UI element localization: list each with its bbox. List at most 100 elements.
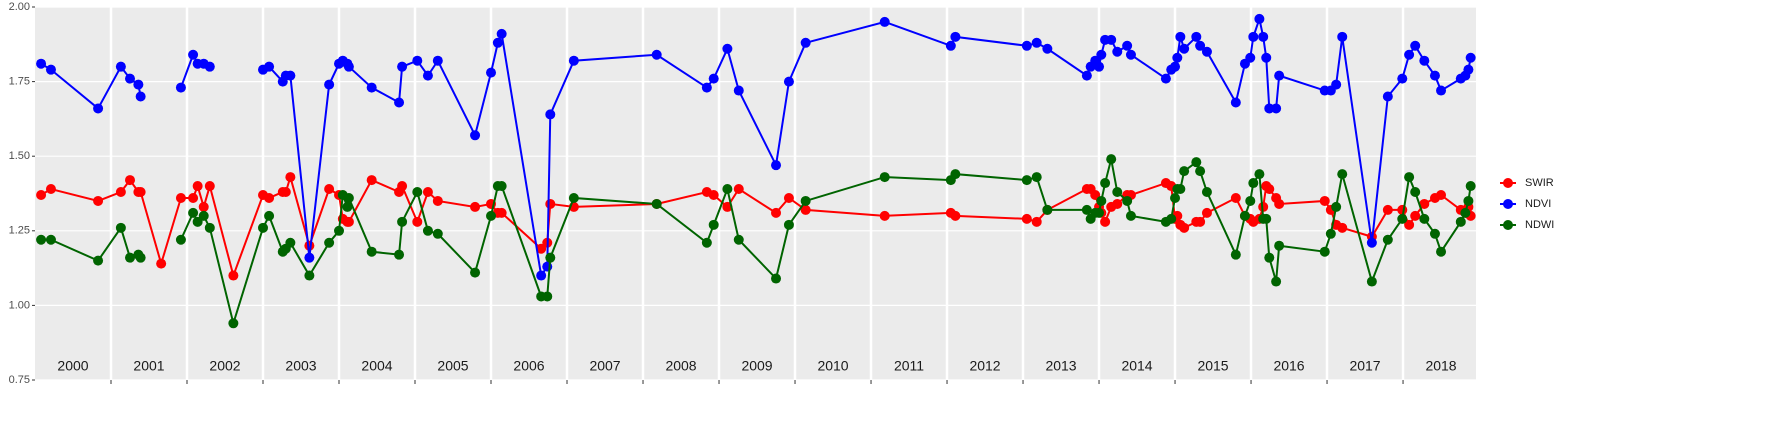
point [1248, 31, 1259, 42]
point [492, 37, 503, 48]
legend-marker [1503, 199, 1513, 209]
legend-label: NDVI [1525, 198, 1551, 210]
point [432, 228, 443, 239]
point [397, 181, 408, 192]
point [879, 16, 890, 27]
y-tick-label: 1.75 [9, 76, 30, 88]
point [1465, 52, 1476, 63]
point [1042, 204, 1053, 215]
point [264, 192, 275, 203]
point [1258, 31, 1269, 42]
year-label: 2012 [969, 358, 1000, 374]
point [1106, 154, 1117, 165]
point [1397, 73, 1408, 84]
point [708, 73, 719, 84]
point [1410, 40, 1421, 51]
point [343, 216, 354, 227]
point [1455, 216, 1466, 227]
year-label: 2006 [513, 358, 544, 374]
point [285, 172, 296, 183]
point [1122, 40, 1133, 51]
point [1031, 216, 1042, 227]
point [343, 61, 354, 72]
point [422, 70, 433, 81]
point [204, 181, 215, 192]
point [1429, 70, 1440, 81]
point [394, 249, 405, 260]
point [879, 210, 890, 221]
point [1264, 252, 1275, 263]
point [343, 192, 354, 203]
point [1463, 64, 1474, 75]
point [204, 222, 215, 233]
point [93, 195, 104, 206]
point [1366, 237, 1377, 248]
point [1230, 97, 1241, 108]
point [45, 184, 56, 195]
point [1100, 178, 1111, 189]
point [1382, 91, 1393, 102]
point [470, 267, 481, 278]
point [1021, 213, 1032, 224]
point [45, 64, 56, 75]
legend-marker [1503, 178, 1513, 188]
point [1179, 43, 1190, 54]
point [879, 172, 890, 183]
point [783, 192, 794, 203]
point [366, 82, 377, 93]
point [285, 237, 296, 248]
point [228, 270, 239, 281]
point [568, 55, 579, 66]
point [228, 318, 239, 329]
point [36, 234, 47, 245]
point [192, 181, 203, 192]
point [545, 109, 556, 120]
point [1419, 198, 1430, 209]
point [701, 237, 712, 248]
point [1096, 195, 1107, 206]
point [264, 210, 275, 221]
point [1419, 213, 1430, 224]
point [115, 187, 126, 198]
point [397, 61, 408, 72]
point [1125, 210, 1136, 221]
year-label: 2010 [817, 358, 848, 374]
point [733, 184, 744, 195]
point [1319, 195, 1330, 206]
point [1264, 184, 1275, 195]
point [722, 184, 733, 195]
point [1112, 187, 1123, 198]
point [1404, 219, 1415, 230]
point [651, 49, 662, 60]
point [264, 61, 275, 72]
point [651, 198, 662, 209]
point [1021, 40, 1032, 51]
point [198, 201, 209, 212]
point [1382, 234, 1393, 245]
point [771, 207, 782, 218]
point [1096, 49, 1107, 60]
point [115, 61, 126, 72]
point [1429, 228, 1440, 239]
point [135, 91, 146, 102]
point [1274, 70, 1285, 81]
point [1166, 213, 1177, 224]
year-label: 2016 [1273, 358, 1304, 374]
point [568, 192, 579, 203]
point [1175, 31, 1186, 42]
point [1160, 73, 1171, 84]
point [733, 85, 744, 96]
legend-marker [1503, 220, 1513, 230]
point [394, 97, 405, 108]
point [412, 187, 423, 198]
point [1245, 52, 1256, 63]
point [1245, 195, 1256, 206]
year-label: 2008 [665, 358, 696, 374]
point [412, 55, 423, 66]
point [486, 67, 497, 78]
point [285, 70, 296, 81]
point [1325, 228, 1336, 239]
point [1195, 40, 1206, 51]
point [1175, 184, 1186, 195]
